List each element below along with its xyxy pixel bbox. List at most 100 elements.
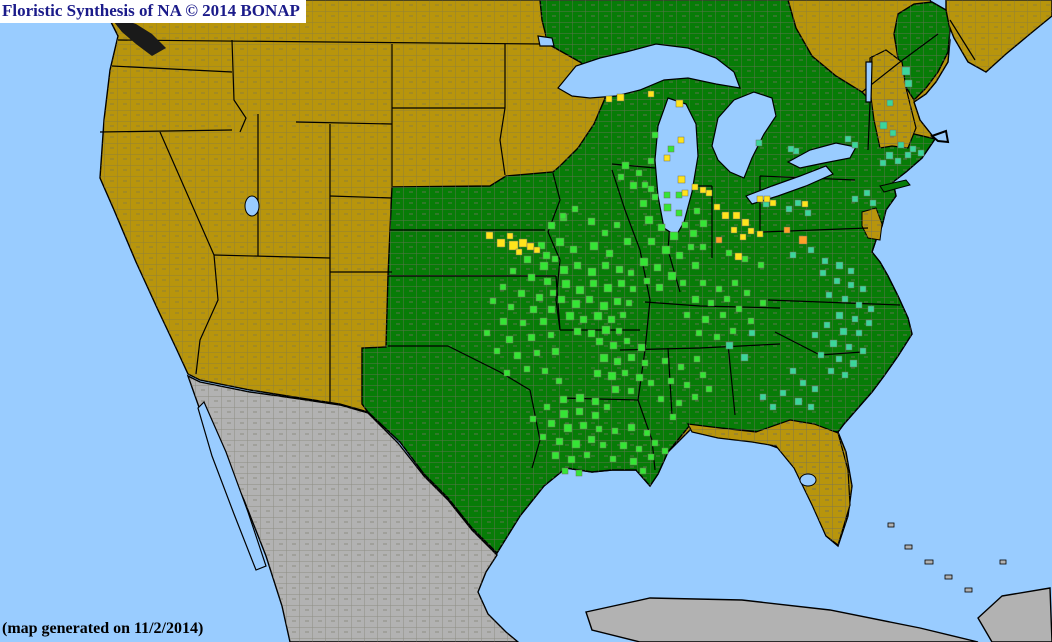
- county_present-county: [529, 415, 537, 423]
- county_exotic-county: [835, 355, 843, 363]
- county_exotic-county: [859, 285, 867, 293]
- county_exotic-county: [833, 277, 841, 285]
- map-title: Floristic Synthesis of NA © 2014 BONAP: [0, 0, 306, 23]
- county_present-county: [629, 457, 638, 466]
- county_exotic-county: [794, 397, 803, 406]
- county_present-county: [535, 293, 544, 302]
- counties-present-markers: [483, 131, 767, 477]
- county_present-county: [639, 199, 648, 208]
- county_exotic-county: [849, 359, 858, 368]
- county_present-county: [569, 245, 578, 254]
- county_present-county: [667, 377, 675, 385]
- county_present-county: [591, 411, 600, 420]
- county_present-county: [651, 193, 659, 201]
- county_present-county: [617, 279, 626, 288]
- county_present-county: [663, 203, 672, 212]
- county_present-county: [621, 369, 629, 377]
- county_exotic-county: [851, 315, 859, 323]
- bahamas-island: [887, 522, 895, 528]
- county_present-county: [759, 299, 767, 307]
- county_present-county: [611, 385, 620, 394]
- county_present-county: [641, 181, 649, 189]
- county_present-county: [551, 451, 560, 460]
- county_present-county: [611, 427, 619, 435]
- county_exotic-county: [804, 209, 812, 217]
- county_exotic-county: [779, 389, 787, 397]
- county_rare-county: [769, 199, 777, 207]
- county_present-county: [603, 283, 613, 293]
- county_present-county: [669, 413, 677, 421]
- county_rare-county: [681, 189, 689, 197]
- county_exotic-county: [799, 379, 807, 387]
- lake-huron: [711, 91, 777, 179]
- county_present-county: [559, 409, 569, 419]
- county_present-county: [571, 439, 581, 449]
- county_rare-county: [730, 226, 738, 234]
- county_present-county: [635, 169, 643, 177]
- county_rare-county: [663, 154, 671, 162]
- county_present-county: [543, 277, 552, 286]
- county_present-county: [693, 207, 701, 215]
- lake-ontario: [786, 142, 857, 169]
- county_exotic-county: [748, 329, 756, 337]
- county_present-county: [613, 221, 621, 229]
- county_present-county: [687, 243, 695, 251]
- county_present-county: [539, 433, 547, 441]
- water-layer: [197, 35, 873, 571]
- county_present-county: [699, 219, 708, 228]
- county_rare-county: [801, 200, 809, 208]
- county_present-county: [747, 317, 755, 325]
- bahamas-island: [964, 587, 973, 593]
- lake-champlain: [865, 61, 873, 103]
- county_present-county: [587, 217, 596, 226]
- county_rare-county: [741, 218, 750, 227]
- county_noxious-county: [798, 235, 808, 245]
- county_exotic-county: [785, 205, 793, 213]
- county_exotic-county: [807, 403, 815, 411]
- long-island: [879, 179, 911, 193]
- county_present-county: [589, 241, 599, 251]
- county_present-county: [567, 455, 576, 464]
- county_rare-county: [496, 238, 506, 248]
- county_exotic-county: [844, 135, 852, 143]
- county_present-county: [627, 387, 635, 395]
- county_present-county: [731, 279, 739, 287]
- county_exotic-county: [841, 295, 849, 303]
- county_exotic-county: [769, 403, 777, 411]
- county_present-county: [621, 161, 630, 170]
- county_present-county: [675, 251, 684, 260]
- county_present-county: [743, 289, 751, 297]
- county_present-county: [527, 333, 536, 342]
- county_present-county: [661, 447, 669, 455]
- county_present-county: [757, 261, 765, 269]
- county_present-county: [609, 455, 617, 463]
- county_present-county: [529, 305, 538, 314]
- county_present-county: [483, 329, 491, 337]
- hispaniola-region: [977, 587, 1052, 642]
- county_present-county: [517, 289, 526, 298]
- county_present-county: [503, 369, 511, 377]
- county_present-county: [555, 377, 563, 385]
- county_rare-county: [508, 240, 519, 251]
- county_present-county: [489, 297, 497, 305]
- county_present-county: [601, 229, 609, 237]
- county_exotic-county: [847, 267, 855, 275]
- county_rare-county: [721, 211, 730, 220]
- county_present-county: [563, 423, 573, 433]
- county_present-county: [639, 257, 649, 267]
- county_present-county: [523, 365, 531, 373]
- county_exotic-county: [904, 79, 913, 88]
- county_present-county: [589, 279, 598, 288]
- lake-of-the-woods: [537, 35, 555, 47]
- county_present-county: [661, 245, 671, 255]
- county_present-county: [691, 295, 700, 304]
- county_present-county: [623, 337, 631, 345]
- county_present-county: [647, 157, 655, 165]
- county_present-county: [575, 393, 585, 403]
- county_present-county: [555, 237, 565, 247]
- county_rare-county: [485, 231, 494, 240]
- county_present-county: [693, 355, 701, 363]
- county_present-county: [729, 327, 737, 335]
- state-borders: [99, 19, 976, 471]
